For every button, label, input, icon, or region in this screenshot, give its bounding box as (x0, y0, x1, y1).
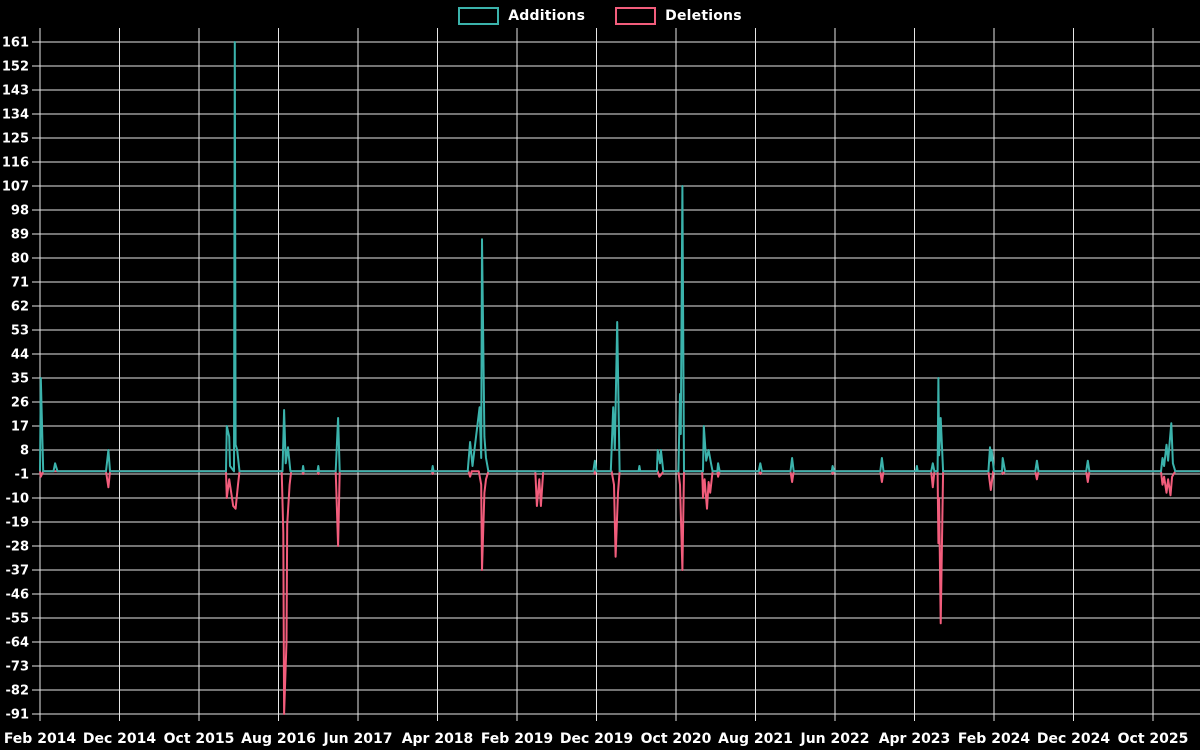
additions-line (39, 41, 1200, 473)
svg-text:143: 143 (2, 84, 29, 99)
svg-text:44: 44 (11, 348, 29, 363)
svg-text:Feb 2014: Feb 2014 (4, 731, 77, 747)
svg-text:-46: -46 (6, 588, 30, 603)
svg-text:35: 35 (11, 372, 29, 387)
legend-label-deletions: Deletions (665, 8, 742, 24)
svg-text:Apr 2018: Apr 2018 (402, 731, 474, 747)
svg-text:152: 152 (2, 60, 29, 75)
svg-text:98: 98 (11, 204, 29, 219)
svg-text:134: 134 (2, 108, 29, 123)
svg-text:8: 8 (20, 444, 29, 459)
svg-text:Dec 2024: Dec 2024 (1037, 731, 1111, 747)
svg-text:Aug 2016: Aug 2016 (241, 731, 316, 747)
svg-text:107: 107 (2, 180, 29, 195)
svg-text:Feb 2024: Feb 2024 (958, 731, 1031, 747)
svg-text:Oct 2020: Oct 2020 (641, 731, 712, 747)
svg-text:Aug 2021: Aug 2021 (718, 731, 793, 747)
svg-text:-10: -10 (6, 492, 30, 507)
svg-text:17: 17 (11, 420, 29, 435)
axis-tick-marks (32, 41, 1154, 721)
svg-text:-1: -1 (15, 468, 29, 483)
svg-text:-73: -73 (6, 660, 30, 675)
svg-text:-91: -91 (6, 708, 30, 723)
svg-text:Feb 2019: Feb 2019 (481, 731, 553, 747)
svg-text:Dec 2014: Dec 2014 (83, 731, 157, 747)
x-axis-labels: Feb 2014 Dec 2014 Oct 2015 Aug 2016 Jun 2017… (4, 731, 1189, 747)
svg-text:125: 125 (2, 132, 29, 147)
svg-text:26: 26 (11, 396, 29, 411)
legend-label-additions: Additions (508, 8, 586, 24)
additions-swatch-icon (458, 7, 500, 25)
deletions-line (39, 470, 1200, 715)
svg-text:Oct 2015: Oct 2015 (164, 731, 235, 747)
svg-text:-28: -28 (6, 540, 30, 555)
legend-item-deletions[interactable]: Deletions (615, 7, 742, 25)
svg-text:80: 80 (11, 252, 29, 267)
svg-text:62: 62 (11, 300, 29, 315)
chart-legend: Additions Deletions (0, 7, 1200, 25)
svg-text:Apr 2023: Apr 2023 (879, 731, 951, 747)
svg-text:Jun 2022: Jun 2022 (800, 731, 870, 747)
svg-text:89: 89 (11, 228, 29, 243)
svg-text:Jun 2017: Jun 2017 (323, 731, 393, 747)
deletions-swatch-icon (615, 7, 657, 25)
svg-text:-64: -64 (6, 636, 30, 651)
svg-text:-37: -37 (6, 564, 30, 579)
legend-item-additions[interactable]: Additions (458, 7, 585, 25)
svg-text:Dec 2019: Dec 2019 (560, 731, 633, 747)
svg-text:53: 53 (11, 324, 29, 339)
horizontal-gridlines (40, 41, 1200, 715)
svg-text:-55: -55 (6, 612, 30, 627)
svg-text:116: 116 (2, 156, 29, 171)
svg-text:Oct 2025: Oct 2025 (1118, 731, 1189, 747)
svg-text:161: 161 (2, 36, 29, 51)
svg-text:71: 71 (11, 276, 29, 291)
svg-text:-82: -82 (6, 684, 30, 699)
svg-text:-19: -19 (6, 516, 30, 531)
y-axis-labels: 161 152 143 134 125 116 107 98 89 80 71 62 53 44 35 26 1… (2, 36, 29, 723)
vertical-gridlines (39, 28, 1154, 714)
